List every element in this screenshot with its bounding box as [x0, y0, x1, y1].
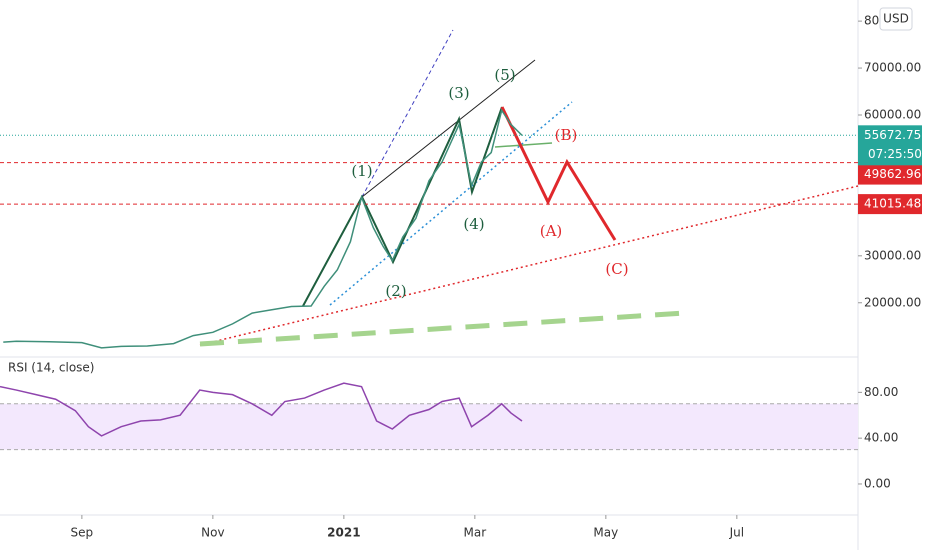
price-line — [3, 108, 523, 349]
wave-label: (1) — [351, 162, 372, 180]
level-badge — [858, 164, 922, 185]
currency: USD — [883, 12, 909, 26]
wave-label: (5) — [494, 66, 515, 84]
last-price-label: 55672.75 — [864, 128, 921, 142]
support-line — [199, 310, 686, 347]
y-tick-label: 60000.00 — [864, 108, 921, 122]
y-tick-label: 30000.00 — [864, 248, 921, 262]
x-tick-label: Nov — [201, 526, 224, 540]
x-tick-label: Jul — [729, 526, 744, 540]
trend-line — [361, 59, 536, 198]
wave-label: (2) — [385, 282, 406, 300]
x-tick-label: May — [593, 526, 618, 540]
wave-label: (B) — [555, 126, 578, 144]
price-line — [0, 382, 523, 437]
trend-line — [199, 185, 859, 346]
level-label: 41015.48 — [864, 197, 921, 211]
x-tick-label: Sep — [71, 526, 94, 540]
wave-label: (A) — [540, 222, 563, 240]
y-tick-label: 70000.00 — [864, 61, 921, 75]
wave-label: (3) — [448, 84, 469, 102]
trend-line — [494, 142, 553, 148]
y-tick-label: 80 — [864, 14, 879, 28]
y-tick-label: 40.00 — [864, 431, 898, 445]
x-tick-label: 2021 — [327, 526, 360, 540]
countdown: 07:25:50 — [868, 147, 922, 161]
y-tick-label: 0.00 — [864, 476, 891, 490]
currency-badge[interactable] — [879, 7, 913, 31]
level-label: 49862.96 — [864, 167, 921, 181]
rsi-band — [0, 403, 858, 450]
wave-label: (4) — [463, 215, 484, 233]
wave-label: (C) — [605, 260, 628, 278]
trend-line — [361, 29, 454, 198]
abc-drawing — [500, 106, 617, 241]
level-badge — [858, 194, 922, 215]
y-tick-label: 80.00 — [864, 385, 898, 399]
rsi-title: RSI (14, close) — [8, 361, 94, 375]
last-price-badge — [858, 125, 922, 166]
trend-line — [329, 101, 573, 306]
y-tick-label: 20000.00 — [864, 295, 921, 309]
x-tick-label: Mar — [464, 526, 487, 540]
